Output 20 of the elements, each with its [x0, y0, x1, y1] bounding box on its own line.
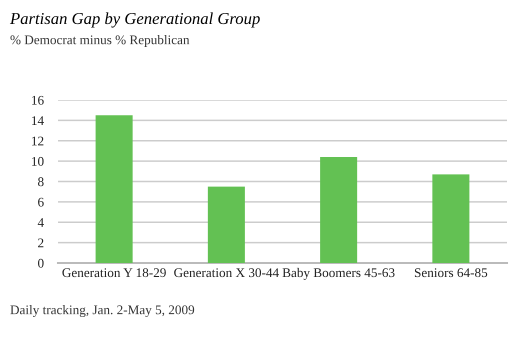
bar [208, 186, 245, 263]
bar [320, 157, 358, 263]
y-tick-label: 4 [38, 218, 44, 227]
chart-subtitle: % Democrat minus % Republican [10, 35, 190, 47]
x-tick-label: Seniors 64-85 [414, 268, 488, 278]
y-tick-label: 10 [32, 156, 44, 166]
y-tick-label: 8 [38, 177, 44, 186]
y-tick-label: 2 [38, 238, 44, 248]
bar [96, 115, 133, 263]
y-tick-label: 14 [32, 116, 44, 125]
y-tick-label: 12 [32, 136, 44, 146]
y-tick-label: 16 [32, 96, 44, 105]
x-tick-label: Generation Y 18-29 [62, 268, 166, 278]
chart-title: Partisan Gap by Generational Group [10, 12, 260, 28]
x-tick-label: Generation X 30-44 [174, 268, 279, 278]
text: Daily tracking, Jan. 2-May 5, 2009 [10, 305, 194, 317]
y-tick-label: 0 [38, 258, 44, 268]
x-tick-label: Baby Boomers 45-63 [282, 268, 395, 280]
bar [432, 174, 470, 263]
y-tick-label: 6 [38, 198, 44, 207]
